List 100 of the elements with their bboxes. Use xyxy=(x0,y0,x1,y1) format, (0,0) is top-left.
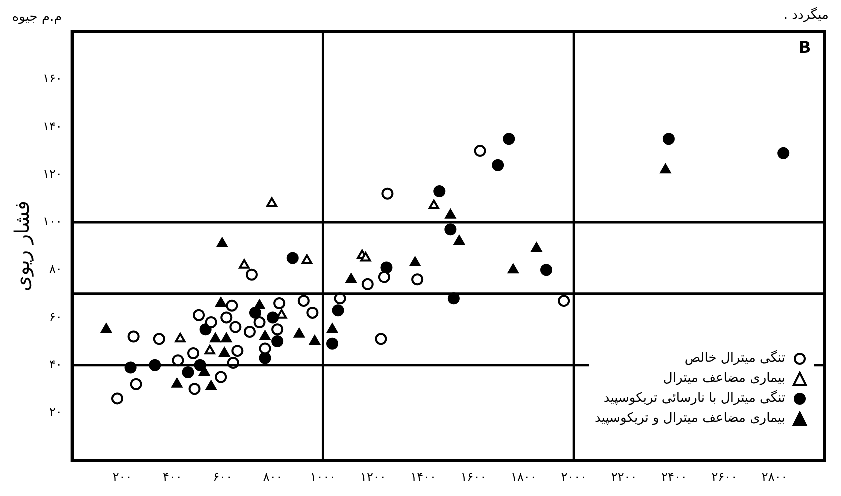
y-tick-label: ۱۲۰ xyxy=(42,166,62,181)
y-tick-label: ۱۶۰ xyxy=(42,72,62,86)
point xyxy=(531,242,542,252)
point xyxy=(111,392,124,405)
point xyxy=(249,306,262,319)
point xyxy=(454,236,465,246)
y-tick-label: ۶۰ xyxy=(49,310,62,324)
point xyxy=(266,197,278,207)
legend-label: تنگی میترال با نارسائی تریکوسپید xyxy=(604,391,786,406)
point xyxy=(182,366,194,378)
point xyxy=(332,304,344,317)
point xyxy=(232,345,244,358)
point xyxy=(101,324,112,334)
y-tick-label: ۱۴۰ xyxy=(42,119,62,134)
x-tick-label: ۱۶۰۰ xyxy=(460,470,487,484)
point xyxy=(428,200,440,210)
point xyxy=(346,274,357,284)
point xyxy=(128,330,140,343)
point xyxy=(199,366,210,376)
point xyxy=(445,209,456,219)
point xyxy=(286,252,299,264)
point xyxy=(412,274,424,286)
point xyxy=(219,347,230,357)
point xyxy=(244,326,256,338)
annotation: B xyxy=(799,38,812,57)
point xyxy=(306,306,319,319)
point xyxy=(558,295,570,308)
y-tick-label: ۸۰ xyxy=(49,262,62,276)
point xyxy=(326,338,339,350)
x-tick-label: ۱۲۰۰ xyxy=(360,470,386,484)
point xyxy=(360,252,372,262)
point xyxy=(205,316,218,328)
point xyxy=(294,328,305,338)
point xyxy=(362,278,374,290)
point xyxy=(188,347,200,360)
x-tick-label: ۲۸۰۰ xyxy=(762,470,788,484)
point xyxy=(327,324,338,334)
point xyxy=(375,333,388,346)
x-tick-label: ۲۴۰۰ xyxy=(662,470,688,484)
point xyxy=(310,336,320,346)
point xyxy=(474,145,486,158)
x-tick-label: ۲۰۰۰ xyxy=(561,470,588,484)
point xyxy=(410,256,421,266)
point xyxy=(204,345,216,355)
legend-label: بیماری مضاعف میترال xyxy=(663,371,786,386)
point xyxy=(508,264,519,274)
point xyxy=(492,159,504,172)
x-tick-label: ۲۲۰۰ xyxy=(611,470,638,484)
point xyxy=(210,333,221,343)
point xyxy=(540,264,553,276)
y-tick-label: ۴۰ xyxy=(49,357,62,372)
y-tick-label: ۲۰ xyxy=(49,405,62,420)
x-tick-label: ۱۰۰۰ xyxy=(310,470,336,484)
point xyxy=(260,330,271,340)
point xyxy=(503,133,516,146)
point xyxy=(662,133,675,146)
point xyxy=(660,164,672,174)
point xyxy=(230,321,242,334)
point xyxy=(380,262,393,274)
point xyxy=(217,238,228,248)
y-tick-label: ۱۰۰ xyxy=(42,214,62,229)
point xyxy=(444,224,457,236)
point xyxy=(193,309,206,322)
point xyxy=(172,378,183,388)
point xyxy=(382,188,394,200)
point xyxy=(221,333,232,343)
point xyxy=(206,380,217,390)
point xyxy=(274,297,286,310)
point xyxy=(267,312,280,324)
x-tick-label: ۱۸۰۰ xyxy=(511,470,537,484)
point xyxy=(272,324,284,336)
text: میگردد . xyxy=(784,8,829,23)
point xyxy=(276,309,288,319)
point xyxy=(215,371,228,384)
x-tick-label: ۱۴۰۰ xyxy=(410,470,436,484)
point xyxy=(226,300,238,312)
point xyxy=(302,254,312,264)
legend-label: بیماری مضاعف میترال و تریکوسپید xyxy=(595,411,786,426)
point xyxy=(216,297,226,307)
point xyxy=(778,147,790,160)
point xyxy=(220,312,233,324)
point xyxy=(254,300,266,310)
x-tick-label: ۲۶۰۰ xyxy=(712,470,738,484)
point xyxy=(378,271,390,284)
legend-label: تنگی میترال خالص xyxy=(684,351,786,366)
point xyxy=(259,352,272,364)
x-tick-label: ۶۰۰ xyxy=(213,470,233,484)
point xyxy=(188,383,201,396)
point xyxy=(239,259,250,269)
text: م.م جیوه xyxy=(12,10,62,25)
point xyxy=(153,333,166,346)
point xyxy=(259,342,272,355)
y-axis-title: فشار ریوی xyxy=(10,200,34,292)
point xyxy=(175,333,186,343)
x-tick-label: ۴۰۰ xyxy=(163,470,182,484)
point xyxy=(298,295,310,308)
point xyxy=(254,316,266,328)
x-tick-label: ۸۰۰ xyxy=(263,470,283,484)
point xyxy=(272,336,284,348)
point xyxy=(130,378,142,390)
